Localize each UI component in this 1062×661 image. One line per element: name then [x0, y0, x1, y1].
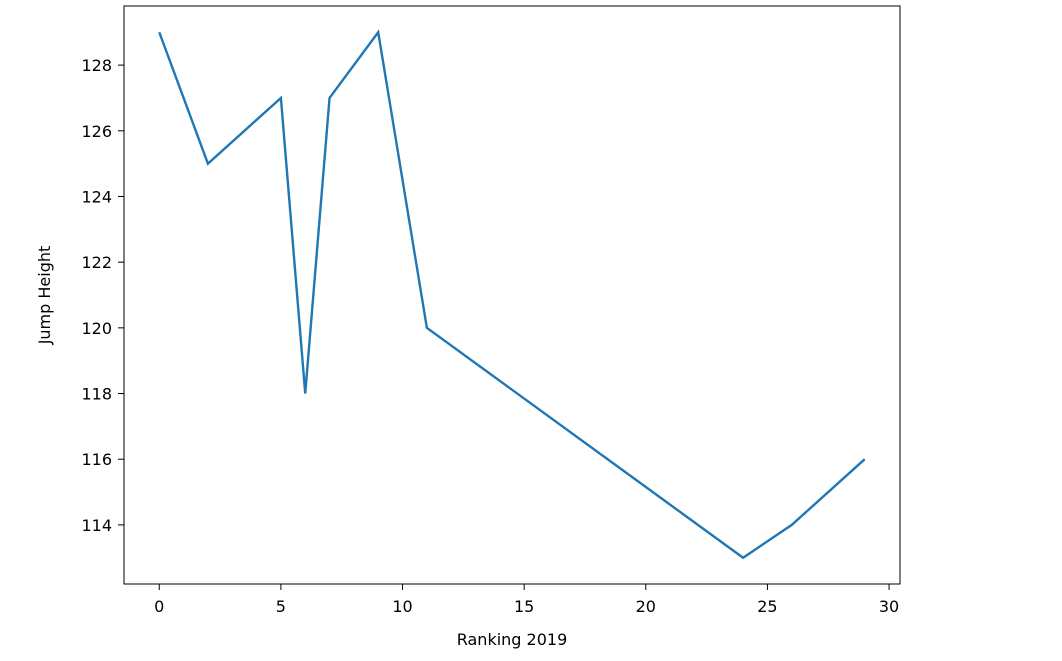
- y-tick-label: 126: [81, 122, 112, 141]
- x-tick-label: 20: [636, 597, 656, 616]
- y-axis-ticks: 114 116 118 120 122 124 126 128: [81, 56, 124, 535]
- x-axis-label: Ranking 2019: [457, 630, 568, 649]
- y-axis-label: Jump Height: [35, 246, 54, 346]
- y-tick-label: 122: [81, 253, 112, 272]
- y-tick-label: 114: [81, 516, 112, 535]
- x-tick-label: 0: [154, 597, 164, 616]
- x-tick-label: 15: [514, 597, 534, 616]
- y-tick-label: 116: [81, 450, 112, 469]
- x-tick-label: 10: [392, 597, 412, 616]
- axes-frame: [123, 5, 901, 585]
- x-tick-label: 25: [757, 597, 777, 616]
- x-tick-label: 5: [276, 597, 286, 616]
- y-tick-label: 124: [81, 187, 112, 206]
- y-tick-label: 128: [81, 56, 112, 75]
- plot-area: [158, 29, 866, 560]
- series-line: [158, 29, 866, 560]
- x-tick-label: 30: [879, 597, 899, 616]
- y-tick-label: 120: [81, 319, 112, 338]
- y-tick-label: 118: [81, 385, 112, 404]
- x-axis-ticks: 0 5 10 15 20 25 30: [154, 584, 899, 616]
